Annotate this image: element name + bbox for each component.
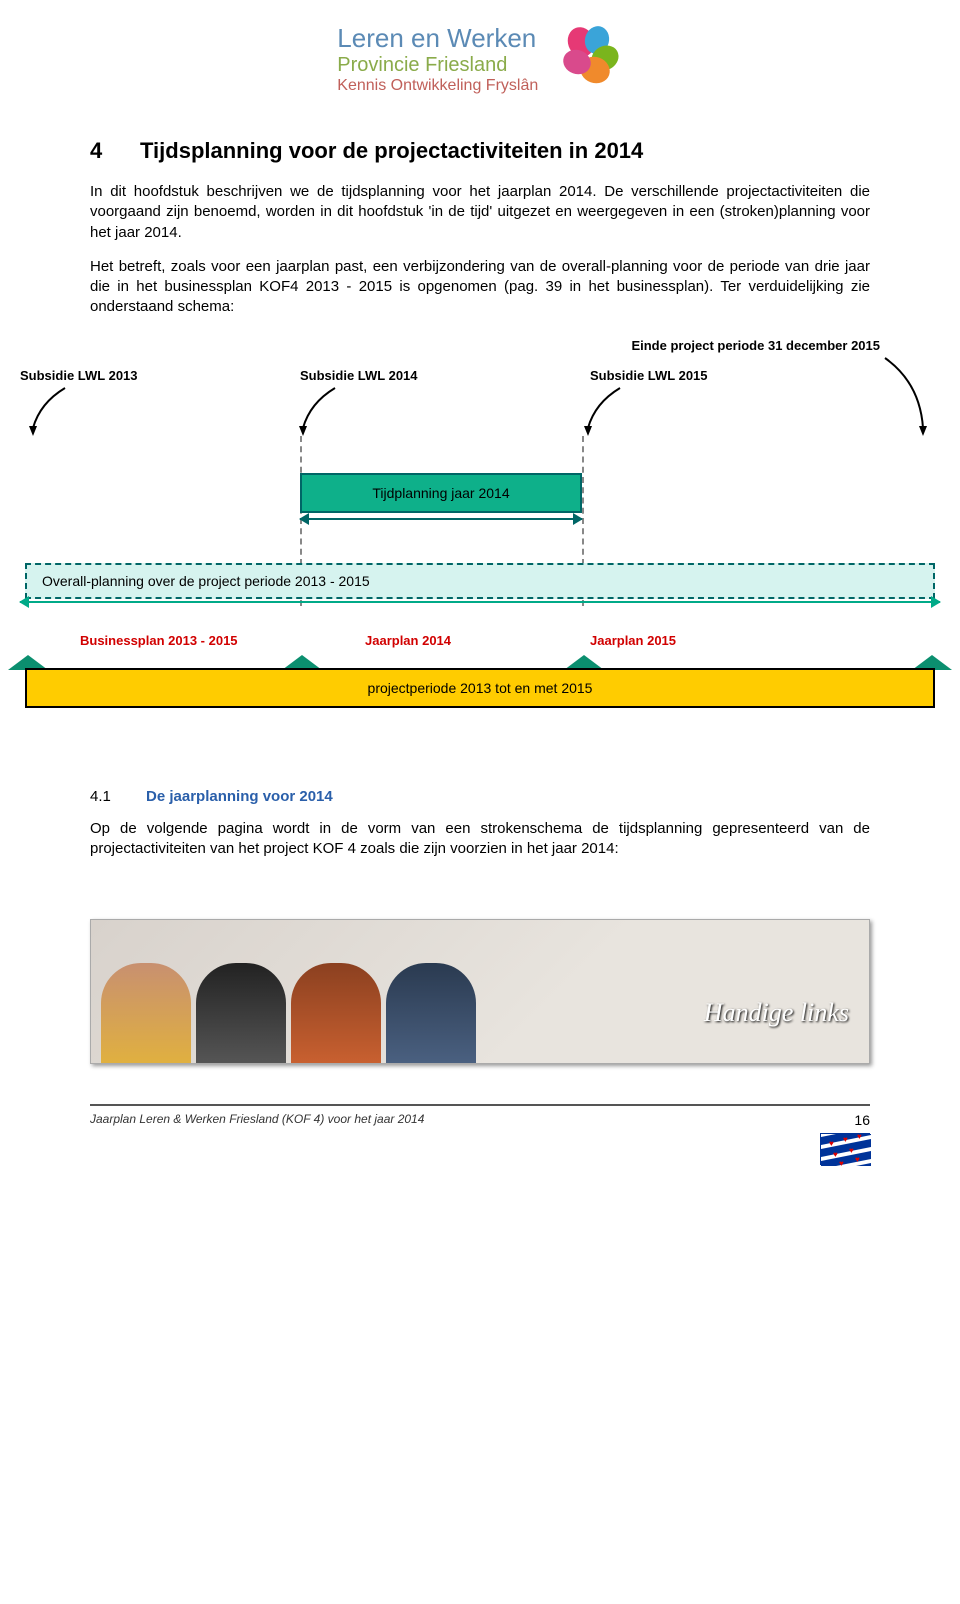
subsidie-lwl-2014: Subsidie LWL 2014 bbox=[300, 368, 418, 383]
tijdplanning-label: Tijdplanning jaar 2014 bbox=[372, 485, 509, 501]
jaarplan-2014-label: Jaarplan 2014 bbox=[365, 633, 451, 648]
person-illustration bbox=[291, 963, 381, 1063]
footer-text: Jaarplan Leren & Werken Friesland (KOF 4… bbox=[90, 1112, 424, 1126]
overall-label: Overall-planning over de project periode… bbox=[42, 573, 370, 589]
subsection-heading: 4.1 De jaarplanning voor 2014 bbox=[0, 788, 960, 805]
handige-links-banner: Handige links bbox=[90, 919, 870, 1064]
person-illustration bbox=[386, 963, 476, 1063]
svg-text:♥: ♥ bbox=[829, 1139, 834, 1148]
tijdplanning-block: Tijdplanning jaar 2014 bbox=[300, 473, 582, 513]
svg-text:♥: ♥ bbox=[839, 1159, 844, 1166]
svg-text:♥: ♥ bbox=[843, 1135, 848, 1144]
jaarplan-2015-label: Jaarplan 2015 bbox=[590, 633, 676, 648]
banner-text: Handige links bbox=[704, 998, 849, 1028]
svg-text:♥: ♥ bbox=[855, 1155, 860, 1164]
person-illustration bbox=[101, 963, 191, 1063]
businessplan-label: Businessplan 2013 - 2015 bbox=[80, 633, 238, 648]
subsidie-lwl-2013: Subsidie LWL 2013 bbox=[20, 368, 138, 383]
logo-line2: Provincie Friesland bbox=[337, 54, 538, 77]
page-footer: Jaarplan Leren & Werken Friesland (KOF 4… bbox=[90, 1104, 870, 1128]
subsection-text: Op de volgende pagina wordt in de vorm v… bbox=[90, 819, 870, 860]
section-heading: 4 Tijdsplanning voor de projectactivitei… bbox=[90, 138, 870, 164]
subsection-title: De jaarplanning voor 2014 bbox=[146, 788, 333, 805]
arrow-curve-icon bbox=[875, 353, 935, 438]
einde-label: Einde project periode 31 december 2015 bbox=[631, 338, 880, 353]
svg-text:♥: ♥ bbox=[833, 1150, 838, 1159]
flower-icon bbox=[553, 20, 623, 98]
subsection-number: 4.1 bbox=[90, 788, 146, 805]
projectperiode-label: projectperiode 2013 tot en met 2015 bbox=[368, 680, 593, 696]
paragraph-2: Het betreft, zoals voor een jaarplan pas… bbox=[90, 257, 870, 318]
subsidie-lwl-2015: Subsidie LWL 2015 bbox=[590, 368, 708, 383]
planning-schema: Einde project periode 31 december 2015 S… bbox=[0, 338, 960, 738]
friesland-flag-icon: ♥ ♥ ♥ ♥ ♥ ♥ ♥ bbox=[820, 1133, 870, 1165]
arrow-curve-icon bbox=[25, 383, 75, 438]
svg-text:♥: ♥ bbox=[849, 1146, 854, 1155]
overall-arrow bbox=[20, 601, 940, 603]
overall-planning-bar: Overall-planning over de project periode… bbox=[25, 563, 935, 599]
logo-line3: Kennis Ontwikkeling Fryslân bbox=[337, 77, 538, 95]
logo-line1: Leren en Werken bbox=[337, 23, 538, 54]
heading-text: Tijdsplanning voor de projectactiviteite… bbox=[140, 138, 643, 164]
heading-number: 4 bbox=[90, 138, 140, 164]
arrow-curve-icon bbox=[580, 383, 630, 438]
arrow-curve-icon bbox=[295, 383, 345, 438]
projectperiode-bar: projectperiode 2013 tot en met 2015 bbox=[25, 668, 935, 708]
paragraph-1: In dit hoofdstuk beschrijven we de tijds… bbox=[90, 182, 870, 243]
person-illustration bbox=[196, 963, 286, 1063]
header-logo: Leren en Werken Provincie Friesland Kenn… bbox=[0, 0, 960, 113]
svg-text:♥: ♥ bbox=[857, 1134, 862, 1141]
green-arrow bbox=[300, 518, 582, 520]
page-number: 16 bbox=[854, 1112, 870, 1128]
